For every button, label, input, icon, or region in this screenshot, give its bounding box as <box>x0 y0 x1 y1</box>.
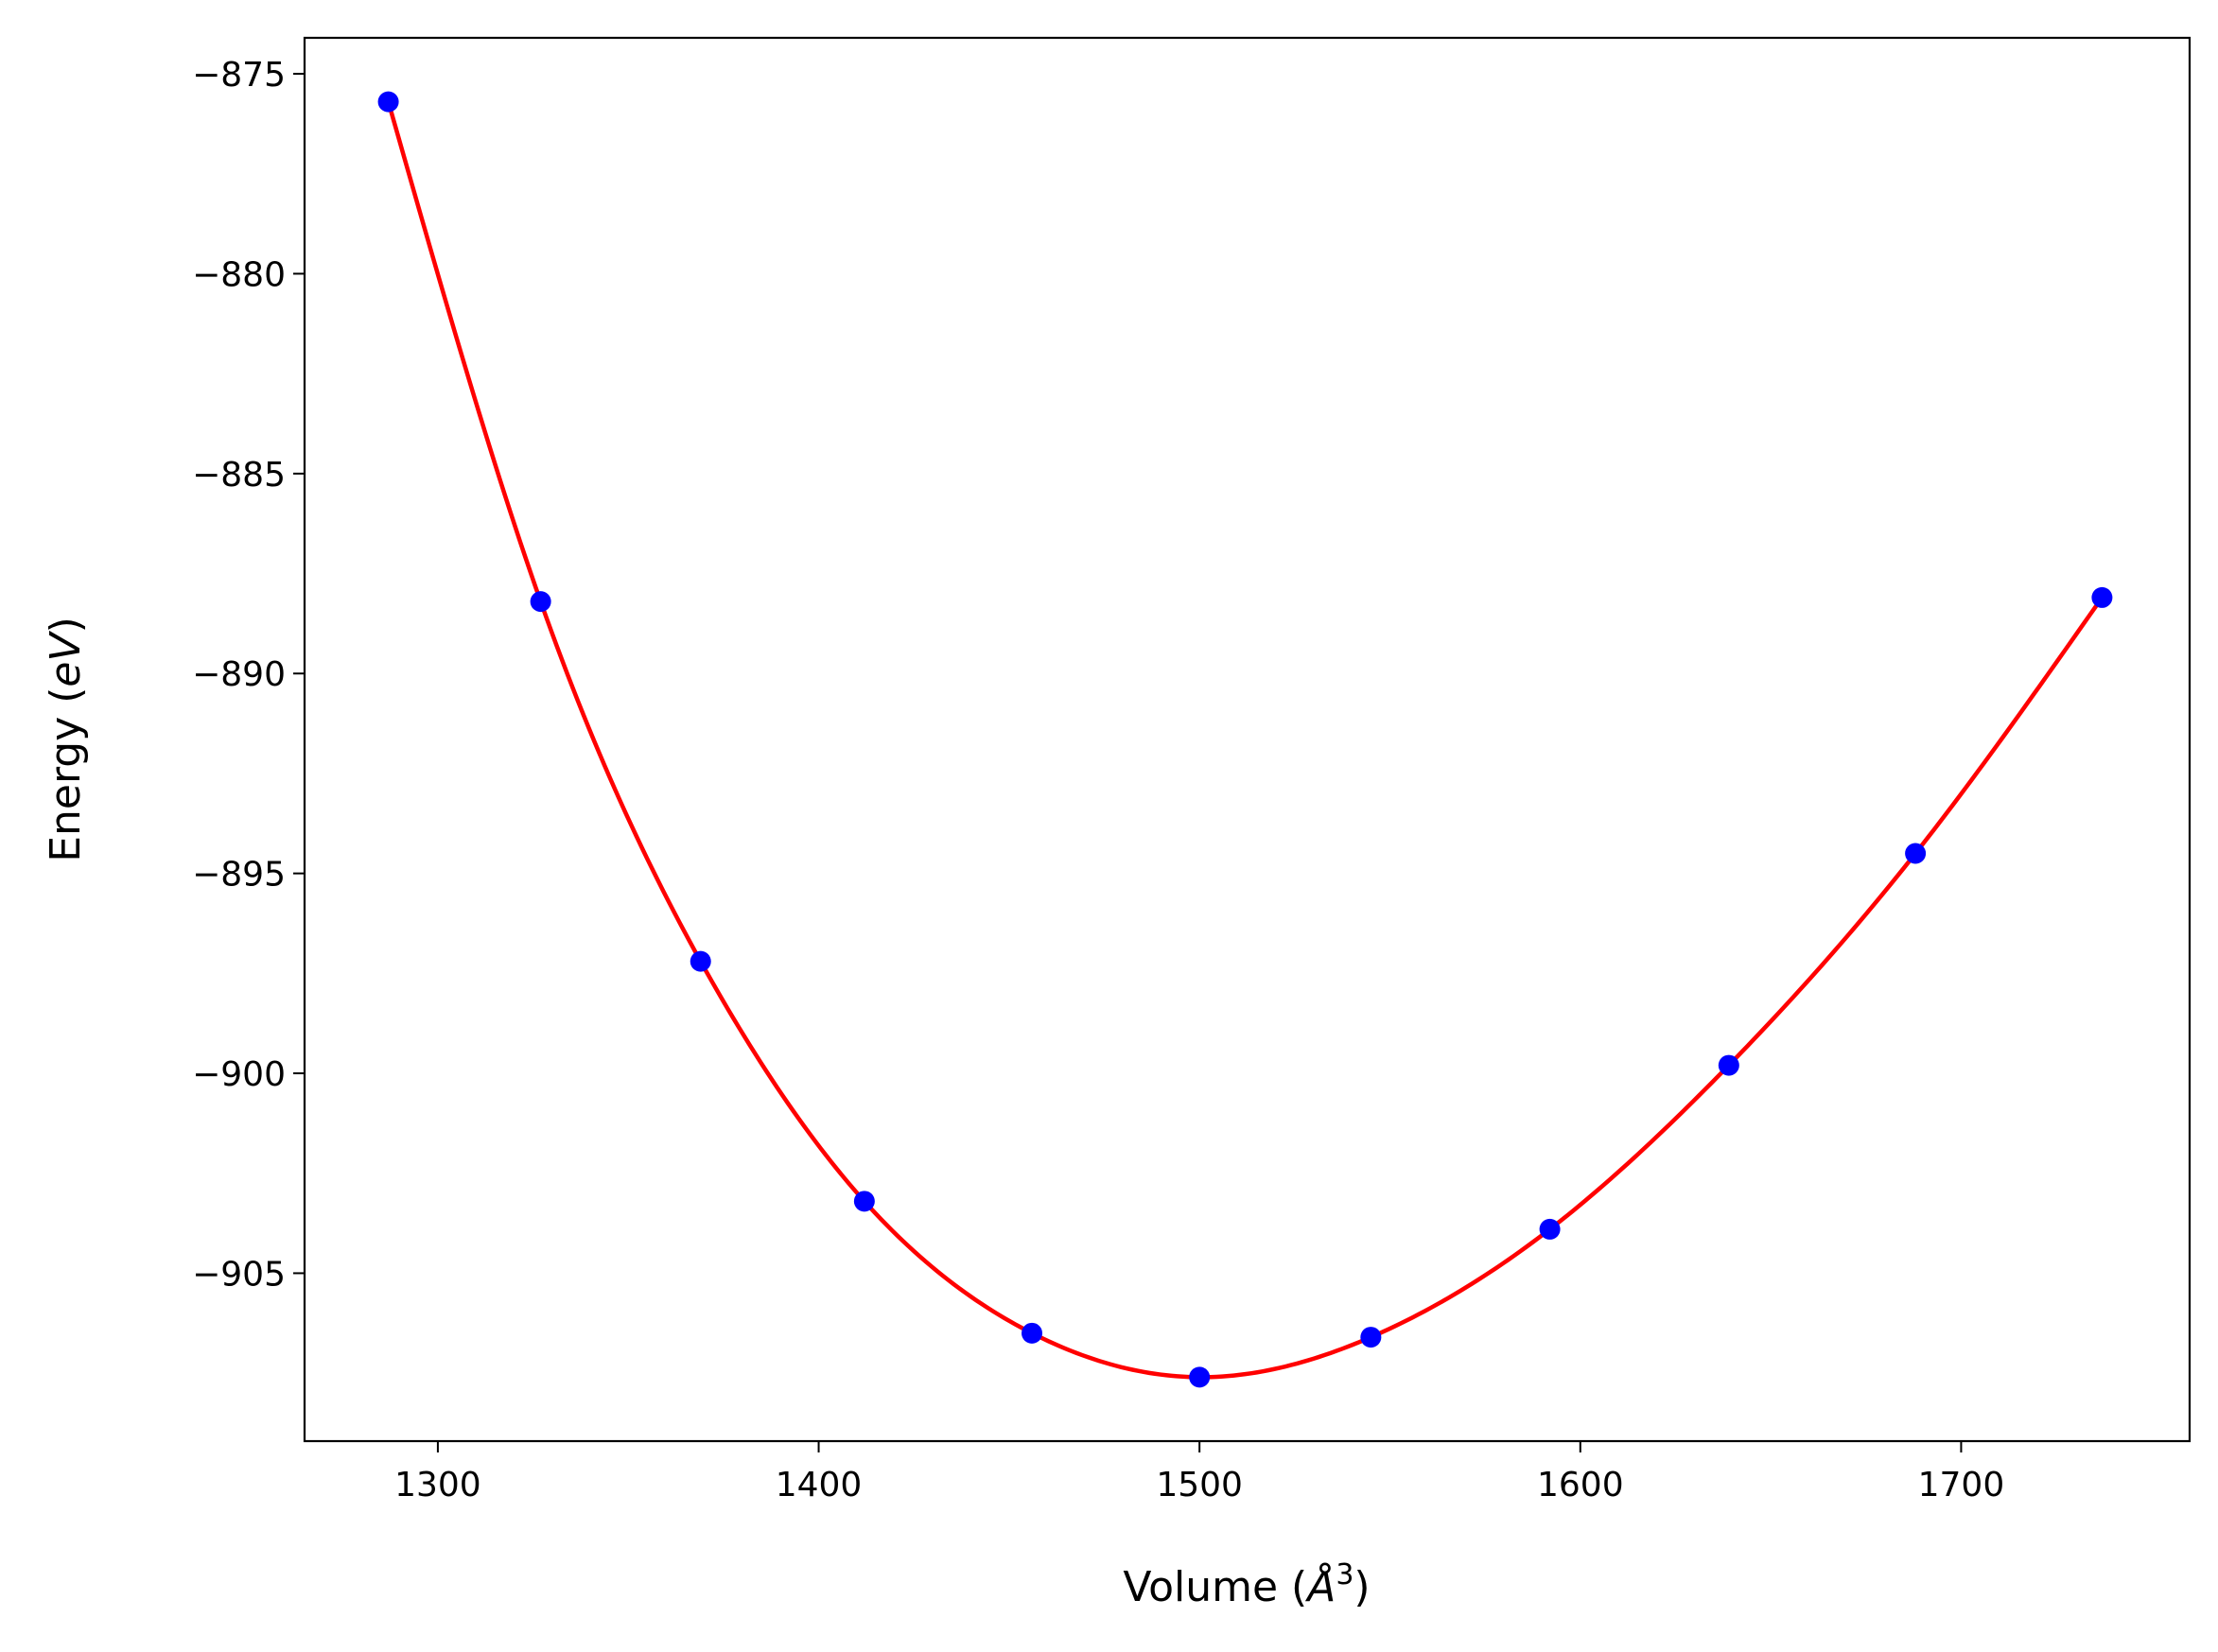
y-tick-label: −905 <box>192 1255 286 1294</box>
y-axis: −875 −880 −885 −890 −895 −900 −905 <box>192 56 305 1294</box>
x-axis-label: Volume (Å3) <box>1123 1558 1370 1611</box>
plot-area <box>377 91 2113 1388</box>
y-tick-label: −895 <box>192 856 286 895</box>
y-tick-label: −890 <box>192 655 286 694</box>
x-axis: 1300 1400 1500 1600 1700 <box>394 1441 2004 1504</box>
data-point <box>690 950 711 972</box>
data-point <box>853 1191 875 1212</box>
y-tick-label: −880 <box>192 255 286 294</box>
data-point <box>1905 843 1927 864</box>
data-point <box>1022 1322 1043 1344</box>
data-point <box>377 91 399 113</box>
data-point <box>2091 586 2113 608</box>
axes-frame <box>303 36 2192 1443</box>
x-tick-label: 1300 <box>394 1466 481 1504</box>
data-point <box>1718 1054 1739 1076</box>
x-tick-label: 1400 <box>776 1466 863 1504</box>
y-tick-label: −875 <box>192 56 286 95</box>
data-point <box>530 591 551 613</box>
y-tick-label: −900 <box>192 1055 286 1094</box>
data-point <box>1189 1366 1211 1388</box>
y-tick-label: −885 <box>192 456 286 495</box>
data-point <box>1360 1327 1382 1348</box>
x-tick-label: 1700 <box>1918 1466 2005 1504</box>
x-tick-label: 1600 <box>1537 1466 1624 1504</box>
y-axis-label: Energy (eV) <box>42 617 90 862</box>
x-tick-label: 1500 <box>1156 1466 1243 1504</box>
data-point <box>1539 1218 1561 1240</box>
